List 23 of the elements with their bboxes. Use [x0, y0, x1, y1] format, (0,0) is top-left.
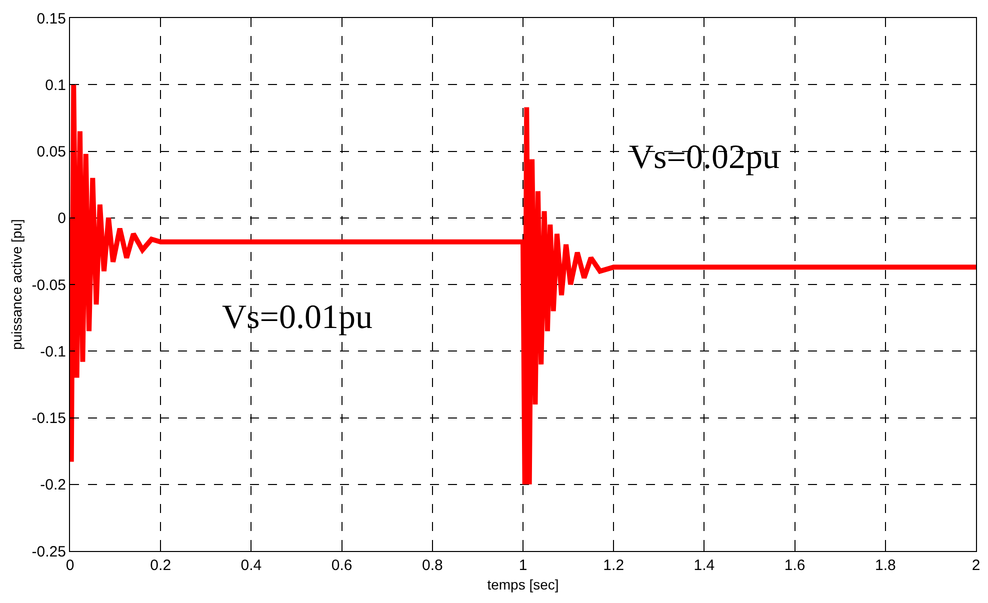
- annotation: Vs=0.02pu: [629, 139, 780, 176]
- x-axis-title: temps [sec]: [487, 576, 559, 592]
- x-tick-label: 1.4: [694, 557, 715, 574]
- y-tick-label: -0.15: [32, 410, 66, 427]
- annotation: Vs=0.01pu: [222, 299, 372, 336]
- x-tick-label: 1: [518, 557, 528, 574]
- y-tick-label: -0.05: [32, 276, 66, 294]
- y-tick-label: 0.05: [36, 144, 66, 160]
- x-tick-label: 1.2: [603, 557, 624, 574]
- y-tick-label: -0.1: [40, 343, 66, 360]
- x-tick-label: 0.2: [150, 557, 172, 574]
- y-tick-label: -0.25: [32, 543, 66, 560]
- y-tick-label: -0.2: [40, 476, 66, 494]
- x-tick-label: 1.6: [784, 557, 806, 574]
- x-tick-label: 0.6: [331, 557, 352, 574]
- x-tick-label: 0.4: [240, 557, 262, 574]
- x-tick-label: 0.8: [422, 557, 443, 574]
- y-axis-title: puissance active [pu]: [8, 219, 24, 350]
- y-tick-label: 0.15: [36, 10, 66, 28]
- y-tick-label: 0: [58, 210, 66, 228]
- y-tick-label: 0.1: [45, 76, 66, 94]
- x-tick-label: 1.8: [874, 557, 896, 574]
- x-tick-label: 2: [972, 557, 980, 574]
